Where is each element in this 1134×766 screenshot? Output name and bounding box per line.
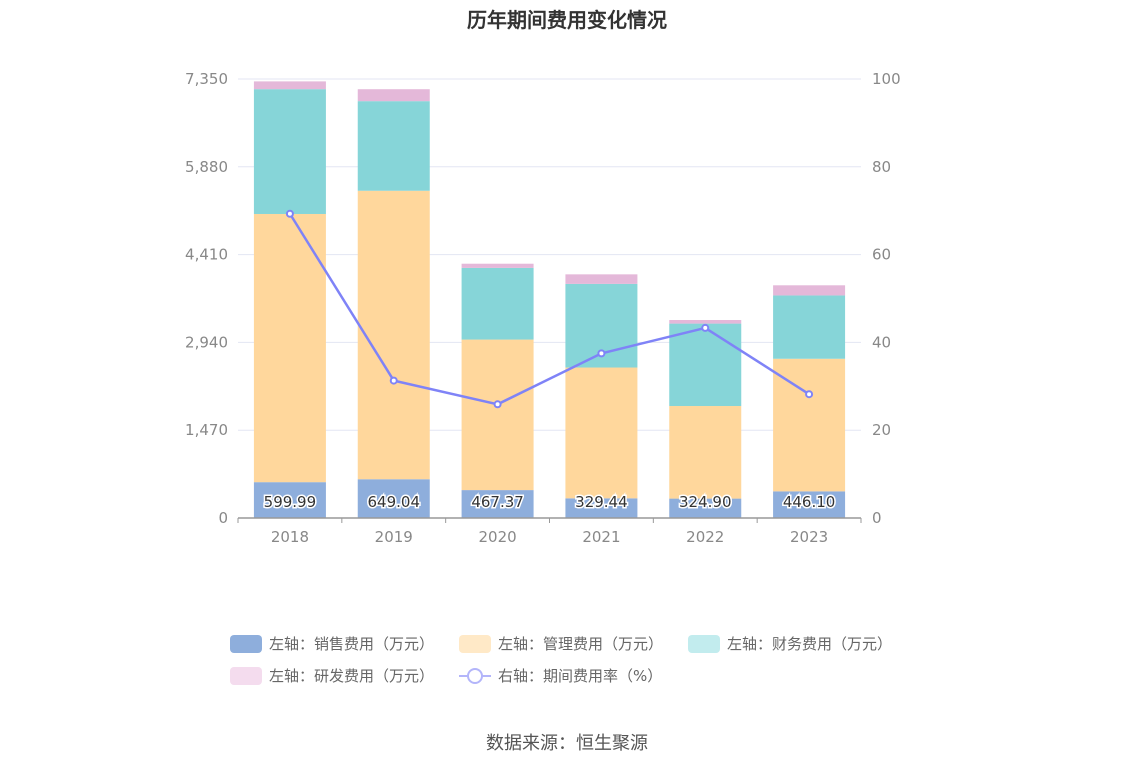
bar-segment: [565, 498, 638, 518]
chart-title: 历年期间费用变化情况: [467, 8, 667, 32]
legend-swatch: [459, 635, 491, 653]
legend-label: 左轴：销售费用（万元）: [269, 635, 434, 653]
legend-label: 左轴：管理费用（万元）: [498, 635, 663, 653]
x-tick-label: 2021: [582, 528, 620, 546]
y-left-tick-label: 2,940: [185, 333, 228, 351]
y-left-tick-label: 7,350: [185, 70, 228, 88]
bar-data-label: 324.90: [679, 493, 732, 511]
bar-segment: [669, 498, 742, 518]
bar-segment: [669, 406, 742, 499]
legend-label: 左轴：研发费用（万元）: [269, 667, 434, 685]
line-point: [805, 390, 814, 399]
bar-segment: [773, 491, 846, 518]
legend-label: 右轴：期间费用率（%）: [498, 667, 662, 685]
y-left-tick-label: 0: [218, 509, 228, 527]
bar-segment: [669, 323, 742, 407]
bar-segment: [461, 339, 534, 491]
bar-segment: [357, 479, 430, 518]
line-series: [288, 213, 810, 406]
y-right-tick-label: 40: [872, 333, 891, 351]
legend-swatch: [230, 667, 262, 685]
y-left-tick-label: 1,470: [185, 421, 228, 439]
bar-segment: [461, 263, 534, 268]
bar-segment: [773, 358, 846, 492]
y-left-tick-label: 5,880: [185, 158, 228, 176]
line-point: [285, 209, 294, 218]
bar-segment: [773, 295, 846, 359]
x-tick-label: 2020: [478, 528, 516, 546]
y-right-tick-label: 100: [872, 70, 901, 88]
bar-data-label: 446.10: [783, 493, 836, 511]
bar-segment: [357, 190, 430, 480]
legend-swatch: [230, 635, 262, 653]
bar-data-label: 467.37: [471, 493, 524, 511]
bar-segment: [357, 101, 430, 191]
bar-segment: [253, 482, 326, 518]
line-point: [701, 323, 710, 332]
source-note: 数据来源：恒生聚源: [486, 733, 648, 754]
bar-segment: [357, 89, 430, 102]
line-point: [389, 376, 398, 385]
bar-segment: [565, 274, 638, 284]
bar-segment: [461, 490, 534, 518]
x-tick-label: 2023: [790, 528, 828, 546]
bar-segment: [253, 81, 326, 90]
bar-segment: [773, 285, 846, 296]
line-point: [597, 349, 606, 358]
legend-swatch: [688, 635, 720, 653]
legend-label: 左轴：财务费用（万元）: [727, 635, 892, 653]
bar-segment: [669, 320, 742, 324]
bar-data-label: 599.99: [264, 493, 317, 511]
bar-segment: [461, 267, 534, 340]
y-right-tick-label: 60: [872, 246, 891, 264]
y-right-tick-label: 0: [872, 509, 882, 527]
y-right-tick-label: 20: [872, 421, 891, 439]
x-tick-label: 2018: [271, 528, 309, 546]
line-point: [493, 400, 502, 409]
y-left-tick-label: 4,410: [185, 246, 228, 264]
x-tick-label: 2019: [375, 528, 413, 546]
legend-marker: [467, 668, 483, 684]
bar-data-label: 649.04: [368, 493, 421, 511]
bar-segment: [253, 213, 326, 483]
bar-segment: [253, 89, 326, 214]
x-tick-label: 2022: [686, 528, 724, 546]
bar-segment: [565, 367, 638, 499]
bar-data-label: 329.44: [575, 493, 628, 511]
y-right-tick-label: 80: [872, 158, 891, 176]
